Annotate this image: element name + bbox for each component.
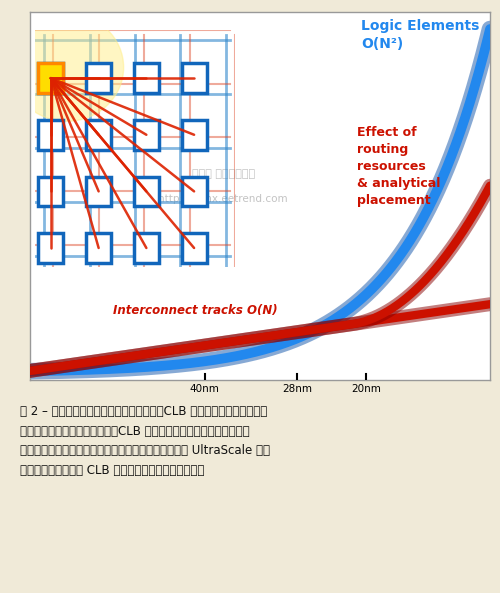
Bar <box>86 63 111 93</box>
Bar <box>134 63 159 93</box>
Text: http://xilinx.eetrend.com: http://xilinx.eetrend.com <box>158 195 288 205</box>
Bar <box>86 177 111 206</box>
Bar <box>182 177 206 206</box>
Text: 图 2 – 蓝色曲线表示因晶体管密度的增加，CLB 呈指数型增长。红色直线
表示在使用前一代布线资源时，CLB 间的互联呈现较慢的线性增长。可
以注意到红色直线: 图 2 – 蓝色曲线表示因晶体管密度的增加，CLB 呈指数型增长。红色直线 表示… <box>20 406 270 477</box>
Bar <box>134 120 159 149</box>
Bar <box>38 233 64 263</box>
Bar <box>38 177 64 206</box>
Text: 40nm: 40nm <box>190 384 220 394</box>
Bar <box>134 177 159 206</box>
Bar <box>86 233 111 263</box>
Text: Effect of
routing
resources
& analytical
placement: Effect of routing resources & analytical… <box>356 126 440 207</box>
Text: Logic Elements
O(N²): Logic Elements O(N²) <box>361 19 480 50</box>
Text: 20nm: 20nm <box>351 384 380 394</box>
Text: Interconnect tracks O(N): Interconnect tracks O(N) <box>113 304 278 317</box>
Ellipse shape <box>10 14 124 122</box>
Bar <box>182 63 206 93</box>
Bar <box>86 120 111 149</box>
Bar <box>38 63 64 93</box>
Bar <box>38 120 64 149</box>
Text: 包青网 天盟中文社区: 包青网 天盟中文社区 <box>192 168 255 178</box>
Text: 28nm: 28nm <box>282 384 312 394</box>
Bar <box>182 120 206 149</box>
Bar <box>182 233 206 263</box>
Bar <box>134 233 159 263</box>
Bar <box>38 63 64 93</box>
